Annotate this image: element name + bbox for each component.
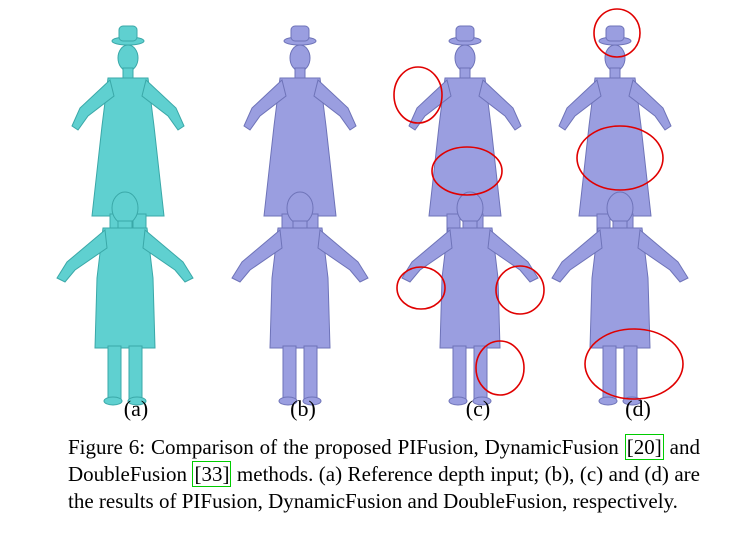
- figure-b-bottom: [231, 191, 369, 406]
- panel-label-c: (c): [465, 396, 491, 421]
- highlight-circle: [593, 8, 641, 58]
- figure-d-bottom: [551, 191, 689, 406]
- highlight-circle: [584, 328, 684, 400]
- caption-text: Figure 6: Comparison of the proposed PIF…: [68, 435, 619, 459]
- figure-caption: Figure 6: Comparison of the proposed PIF…: [68, 434, 700, 515]
- caption-text: methods. (a) Reference depth input; (b),…: [68, 462, 700, 513]
- highlight-circle: [576, 125, 664, 191]
- panel-label-d: (d): [625, 396, 651, 421]
- citation-link[interactable]: [20]: [624, 434, 664, 460]
- highlight-circle: [495, 265, 545, 315]
- panel-label-b: (b): [290, 396, 316, 421]
- figure-c-bottom: [401, 191, 539, 406]
- figure-a-bottom: [56, 191, 194, 406]
- figure-illustration: [56, 8, 689, 406]
- citation-link[interactable]: [33]: [192, 461, 232, 487]
- highlight-circle: [393, 66, 443, 124]
- panel-label-a: (a): [123, 396, 149, 421]
- highlight-circle: [431, 146, 503, 196]
- caption-text: and DoubleFusion: [68, 435, 700, 486]
- highlight-circle: [475, 340, 525, 396]
- highlight-circle: [396, 266, 446, 310]
